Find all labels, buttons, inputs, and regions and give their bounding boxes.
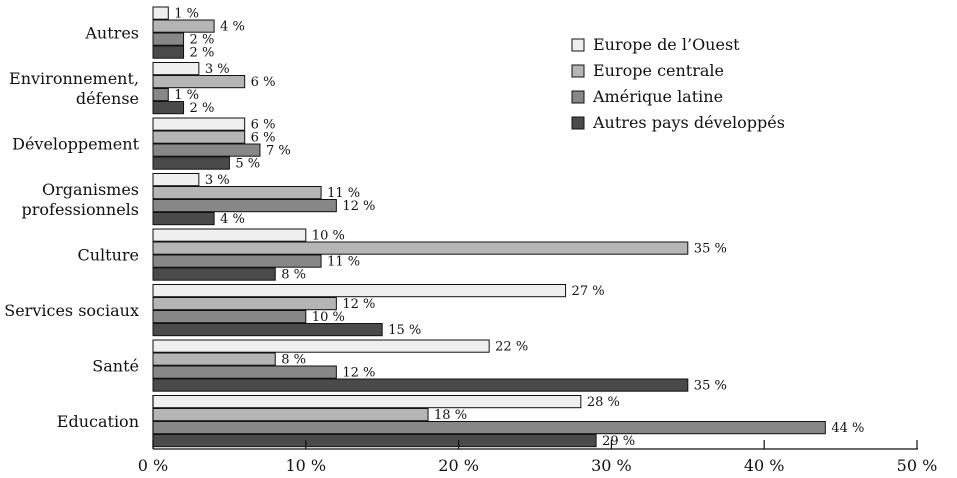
bar-6-series-1	[152, 284, 567, 298]
legend: Europe de l’Ouest Europe centrale Amérique…	[571, 35, 785, 132]
value-label: 2 %	[190, 46, 215, 61]
value-label: 29 %	[602, 434, 635, 449]
category-label: Autres	[84, 24, 139, 43]
value-label: 11 %	[327, 186, 360, 201]
bar-5-series-4	[152, 267, 276, 281]
value-label: 1 %	[174, 7, 199, 22]
bar-2-series-2	[152, 75, 246, 89]
value-label: 11 %	[327, 255, 360, 270]
value-label: 8 %	[281, 353, 306, 368]
legend-label: Europe de l’Ouest	[593, 35, 740, 54]
data-labels-layer: 1 %4 %2 %2 %3 %6 %1 %2 %6 %6 %7 %5 %3 %1…	[174, 7, 864, 450]
legend-label: Amérique latine	[592, 87, 723, 106]
category-label: Services sociaux	[4, 301, 139, 320]
value-label: 4 %	[220, 212, 245, 227]
legend-swatch	[571, 64, 585, 78]
bar-8-series-1	[152, 395, 582, 409]
x-tick-label: 10 %	[285, 456, 326, 475]
bar-8-series-2	[152, 408, 429, 422]
value-label: 3 %	[205, 173, 230, 188]
value-label: 15 %	[388, 323, 421, 338]
x-tick-label: 50 %	[897, 456, 938, 475]
value-label: 35 %	[694, 242, 727, 257]
bar-8-series-4	[152, 434, 597, 448]
value-label: 22 %	[495, 340, 528, 355]
category-label: défense	[76, 89, 139, 108]
bar-7-series-3	[152, 365, 337, 379]
x-tick-label: 20 %	[438, 456, 479, 475]
value-label: 8 %	[281, 268, 306, 283]
value-label: 7 %	[266, 144, 291, 159]
bar-7-series-1	[152, 339, 490, 353]
category-label: Organismes	[42, 180, 139, 199]
category-label: Culture	[77, 246, 139, 265]
value-label: 3 %	[205, 62, 230, 77]
bar-6-series-4	[152, 323, 383, 337]
bar-2-series-4	[152, 101, 185, 115]
bar-3-series-2	[152, 130, 246, 144]
value-label: 44 %	[831, 421, 864, 436]
value-label: 6 %	[251, 75, 276, 90]
bar-5-series-1	[152, 228, 307, 242]
category-label: Education	[57, 412, 139, 431]
bar-4-series-1	[152, 173, 200, 187]
bar-6-series-2	[152, 297, 337, 311]
bar-3-series-4	[152, 156, 230, 170]
x-axis: 0 % 10 % 20 % 30 % 40 % 50 %	[138, 395, 938, 475]
bar-1-series-4	[152, 45, 185, 59]
value-label: 12 %	[342, 297, 375, 312]
bar-2-series-3	[152, 88, 169, 102]
legend-label: Autres pays développés	[592, 113, 785, 132]
value-label: 2 %	[190, 101, 215, 116]
value-label: 6 %	[251, 118, 276, 133]
value-label: 2 %	[190, 33, 215, 48]
value-label: 27 %	[572, 284, 605, 299]
value-label: 5 %	[235, 157, 260, 172]
bar-8-series-3	[152, 421, 826, 435]
bar-2-series-1	[152, 62, 200, 76]
bars-layer	[152, 6, 826, 448]
value-label: 10 %	[312, 229, 345, 244]
bar-4-series-4	[152, 212, 215, 226]
category-labels-layer: Autres Environnement,défense Développement…	[4, 24, 139, 432]
bar-1-series-1	[152, 6, 169, 20]
bar-7-series-4	[152, 378, 689, 392]
bar-4-series-3	[152, 199, 337, 213]
category-label: Environnement,	[9, 69, 139, 88]
value-label: 10 %	[312, 310, 345, 325]
value-label: 35 %	[694, 379, 727, 394]
bar-3-series-3	[152, 143, 261, 157]
value-label: 12 %	[342, 199, 375, 214]
value-label: 1 %	[174, 88, 199, 103]
category-label: professionnels	[22, 200, 140, 219]
bar-5-series-2	[152, 241, 689, 255]
value-label: 6 %	[251, 131, 276, 146]
bar-4-series-2	[152, 186, 322, 200]
bar-1-series-2	[152, 19, 215, 33]
value-label: 28 %	[587, 395, 620, 410]
bar-7-series-2	[152, 352, 276, 366]
category-label: Santé	[92, 357, 139, 376]
category-label: Développement	[12, 135, 139, 154]
x-tick-label: 40 %	[744, 456, 785, 475]
value-label: 18 %	[434, 408, 467, 423]
x-tick-label: 0 %	[138, 456, 168, 475]
legend-label: Europe centrale	[593, 61, 724, 80]
value-label: 12 %	[342, 366, 375, 381]
bar-5-series-3	[152, 254, 322, 268]
value-label: 4 %	[220, 20, 245, 35]
legend-swatch	[571, 38, 585, 52]
bar-6-series-3	[152, 310, 307, 324]
legend-swatch	[571, 116, 585, 130]
bar-1-series-3	[152, 32, 185, 46]
legend-swatch	[571, 90, 585, 104]
x-tick-label: 30 %	[591, 456, 632, 475]
bar-3-series-1	[152, 117, 246, 131]
